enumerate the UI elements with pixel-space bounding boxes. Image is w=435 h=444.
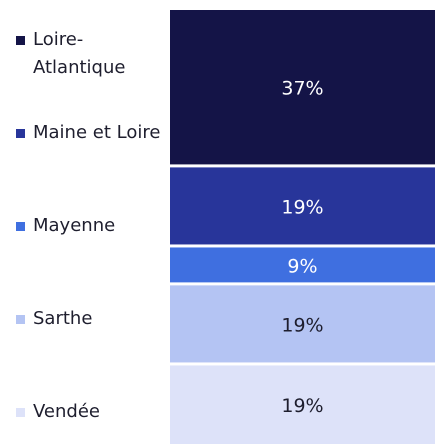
legend-swatch: [16, 36, 25, 45]
legend-item: Sarthe: [16, 305, 92, 333]
bar-segment: [170, 365, 435, 444]
data-label: 19%: [281, 196, 323, 218]
legend-swatch: [16, 222, 25, 231]
legend-label: Mayenne: [33, 215, 116, 236]
legend-label: Loire-Atlantique: [33, 29, 126, 78]
legend-item: Maine et Loire: [16, 119, 160, 147]
legend-swatch: [16, 315, 25, 324]
bar-segment: [170, 10, 435, 165]
legend-label: Maine et Loire: [33, 122, 161, 143]
bar-segment: [170, 247, 435, 283]
legend-item: Vendée: [16, 398, 100, 426]
legend-item: Mayenne: [16, 212, 115, 240]
legend-label: Vendée: [33, 401, 100, 422]
data-label: 19%: [281, 395, 323, 417]
legend-item: Loire-Atlantique: [16, 26, 146, 82]
legend-swatch: [16, 408, 25, 417]
legend-label: Sarthe: [33, 308, 93, 329]
data-label: 37%: [281, 78, 323, 100]
data-label: 9%: [287, 255, 317, 277]
bar-segment: [170, 285, 435, 363]
data-label: 19%: [281, 314, 323, 336]
bar-segment: [170, 167, 435, 245]
legend-swatch: [16, 129, 25, 138]
